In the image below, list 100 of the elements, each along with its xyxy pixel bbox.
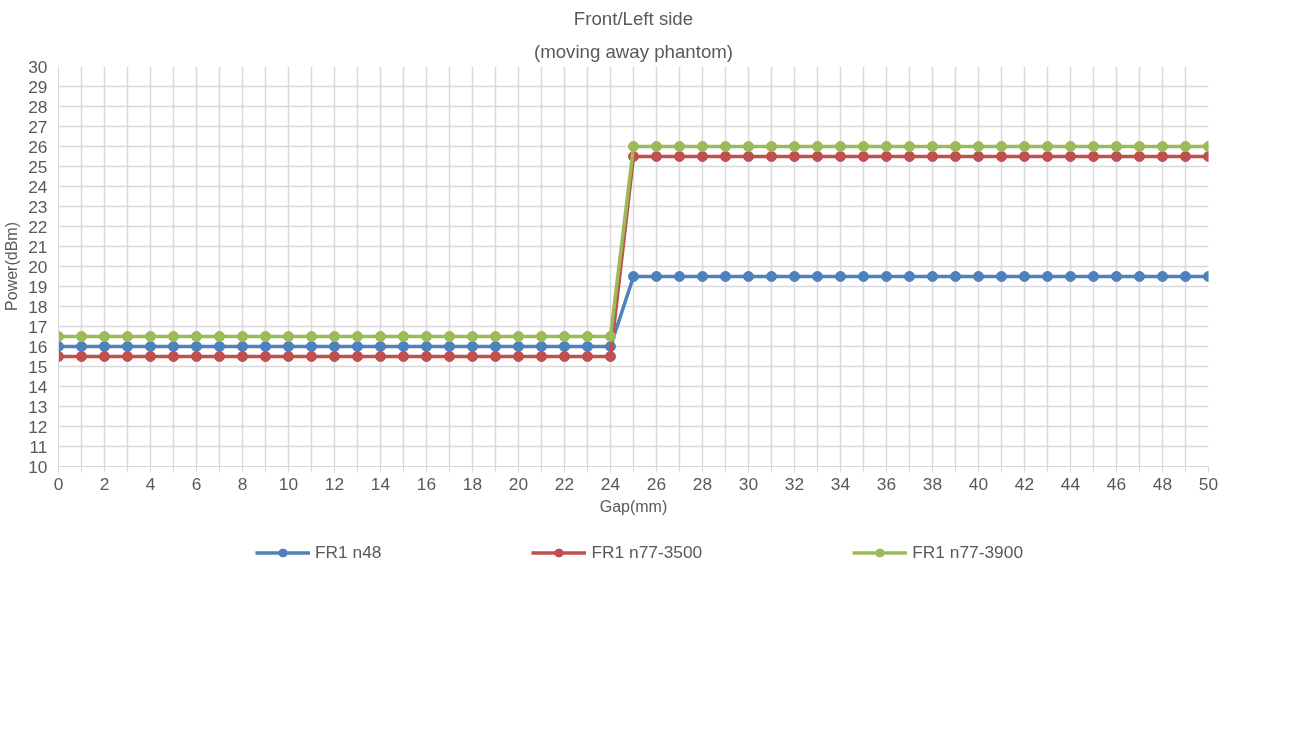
point (513, 351, 524, 362)
point (536, 351, 547, 362)
point (122, 351, 133, 362)
y-tick-label: 10 (28, 456, 48, 477)
x-tick-label: 10 (278, 473, 299, 494)
point (260, 351, 271, 362)
point (950, 141, 961, 152)
point (651, 271, 662, 282)
point (559, 341, 570, 352)
point (881, 271, 892, 282)
point (306, 341, 317, 352)
point (1180, 141, 1191, 152)
y-tick-label: 18 (28, 296, 48, 317)
point (582, 351, 593, 362)
x-tick-label: 34 (830, 473, 851, 494)
point (582, 331, 593, 342)
point (559, 331, 570, 342)
point (306, 331, 317, 342)
x-tick-label: 30 (738, 473, 759, 494)
point (1065, 141, 1076, 152)
x-tick-label: 0 (53, 473, 64, 494)
point (214, 331, 225, 342)
point (375, 331, 386, 342)
point (76, 331, 87, 342)
x-tick-label: 48 (1152, 473, 1173, 494)
point (559, 351, 570, 362)
point (858, 151, 869, 162)
point (904, 151, 915, 162)
y-tick-label: 24 (28, 176, 48, 197)
point (789, 271, 800, 282)
point (99, 341, 110, 352)
y-tick-label: 27 (28, 116, 48, 137)
point (237, 341, 248, 352)
x-tick-label: 50 (1198, 473, 1219, 494)
point (996, 271, 1007, 282)
x-tick-label: 18 (462, 473, 483, 494)
point (1019, 151, 1030, 162)
point (490, 331, 501, 342)
x-tick-label: 40 (968, 473, 989, 494)
point (283, 341, 294, 352)
point (237, 331, 248, 342)
point (444, 341, 455, 352)
point (789, 151, 800, 162)
point (214, 351, 225, 362)
point (881, 151, 892, 162)
point (398, 351, 409, 362)
point (421, 341, 432, 352)
x-tick-label: 22 (554, 473, 575, 494)
point (513, 341, 524, 352)
point (122, 341, 133, 352)
point (1134, 151, 1145, 162)
point (168, 331, 179, 342)
point (1019, 271, 1030, 282)
x-tick-label: 20 (508, 473, 529, 494)
point (996, 141, 1007, 152)
y-tick-label: 11 (29, 436, 48, 457)
point (651, 151, 662, 162)
point (812, 141, 823, 152)
point (352, 351, 363, 362)
point (766, 271, 777, 282)
point (1157, 141, 1168, 152)
x-tick-label: 46 (1106, 473, 1127, 494)
point (950, 271, 961, 282)
point (490, 341, 501, 352)
legend-label: FR1 n77-3900 (912, 541, 1024, 563)
point (1042, 141, 1053, 152)
point (950, 151, 961, 162)
point (766, 141, 777, 152)
point (766, 151, 777, 162)
x-tick-label: 24 (600, 473, 621, 494)
point (1065, 151, 1076, 162)
y-tick-label: 23 (28, 196, 48, 217)
legend-label: FR1 n48 (314, 541, 382, 563)
y-tick-label: 15 (28, 356, 48, 377)
point (628, 271, 639, 282)
point (421, 331, 432, 342)
x-tick-label: 4 (145, 473, 156, 494)
point (927, 271, 938, 282)
point (720, 151, 731, 162)
x-tick-label: 28 (692, 473, 713, 494)
point (1111, 141, 1122, 152)
point (973, 151, 984, 162)
point (1088, 141, 1099, 152)
point (536, 331, 547, 342)
y-tick-label: 17 (28, 316, 48, 337)
point (835, 271, 846, 282)
x-tick-label: 12 (324, 473, 345, 494)
point (1134, 271, 1145, 282)
y-tick-label: 30 (28, 56, 48, 77)
legend-label: FR1 n77-3500 (591, 541, 703, 563)
point (858, 141, 869, 152)
point (835, 141, 846, 152)
point (858, 271, 869, 282)
x-tick-label: 32 (784, 473, 805, 494)
point (720, 271, 731, 282)
point (927, 151, 938, 162)
point (398, 331, 409, 342)
point (444, 351, 455, 362)
point (812, 151, 823, 162)
point (260, 341, 271, 352)
